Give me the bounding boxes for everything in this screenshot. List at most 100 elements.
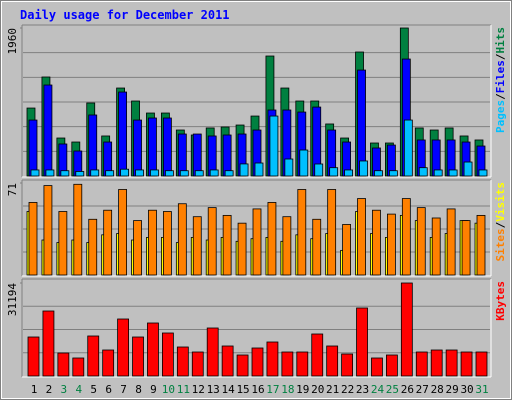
bar (326, 345, 339, 377)
bar (162, 211, 172, 276)
bar (194, 170, 204, 177)
bar (105, 170, 115, 177)
bar (418, 167, 428, 177)
x-tick-label: 26 (401, 383, 414, 396)
x-tick-label: 16 (251, 383, 264, 396)
bar (251, 347, 264, 377)
bar (461, 220, 471, 276)
bar (430, 349, 443, 377)
x-tick-label: 13 (207, 383, 220, 396)
legend: Sites/Visits (494, 182, 507, 262)
bar (42, 310, 55, 377)
bar (118, 189, 127, 276)
legend: KBytes (494, 281, 507, 321)
legend-entry: Hits (494, 27, 507, 54)
bar (431, 217, 441, 276)
bar (161, 332, 174, 377)
bar (27, 336, 40, 377)
bar (236, 354, 249, 377)
bar (133, 220, 142, 276)
bar (206, 327, 219, 377)
x-tick-label: 17 (266, 383, 279, 396)
x-tick-label: 12 (192, 383, 205, 396)
bar (478, 169, 488, 177)
legend-separator: / (494, 53, 507, 60)
bar (192, 133, 202, 177)
y-tick-label: 71 (6, 183, 19, 196)
bar (118, 91, 127, 177)
bar (359, 160, 368, 177)
legend-entry: Pages (494, 100, 507, 133)
bar (385, 354, 398, 377)
bar (135, 169, 144, 177)
legend-entry: Visits (494, 182, 507, 222)
bar (252, 208, 262, 276)
bar (341, 353, 354, 377)
bar (207, 207, 217, 276)
bar (150, 169, 159, 177)
x-tick-label: 24 (371, 383, 385, 396)
legend-entry: Files (494, 60, 507, 93)
bar (57, 352, 70, 377)
bar (176, 346, 189, 377)
bar (476, 214, 486, 276)
x-tick-label: 20 (311, 383, 324, 396)
x-tick-label: 5 (90, 383, 97, 396)
bar (344, 169, 354, 177)
legend: Pages/Files/Hits (494, 27, 507, 133)
x-tick-label: 23 (356, 383, 369, 396)
x-tick-label: 1 (31, 383, 38, 396)
bar (284, 158, 294, 177)
bar (371, 357, 383, 377)
x-tick-label: 21 (326, 383, 339, 396)
x-tick-label: 31 (475, 383, 488, 396)
bar (222, 214, 232, 276)
bar (386, 213, 396, 276)
bar (446, 208, 456, 276)
bar (266, 341, 279, 377)
bar (28, 119, 38, 177)
bar (357, 198, 366, 276)
bar (103, 209, 113, 276)
bar (58, 211, 68, 276)
x-tick-label: 10 (162, 383, 175, 396)
bar (221, 345, 234, 377)
bar (388, 170, 398, 177)
bar (312, 218, 322, 276)
bar (75, 171, 85, 177)
x-tick-label: 30 (460, 383, 473, 396)
bar (475, 351, 488, 377)
x-tick-label: 6 (105, 383, 112, 396)
bar (311, 333, 324, 377)
chart-title: Daily usage for December 2011 (20, 8, 230, 22)
x-tick-label: 2 (46, 383, 53, 396)
legend-entry: Sites (494, 228, 507, 261)
x-tick-label: 28 (431, 383, 444, 396)
bar (445, 349, 458, 377)
bar (90, 169, 100, 177)
x-tick-label: 25 (386, 383, 399, 396)
legend-entry: KBytes (494, 281, 507, 321)
bar (162, 117, 172, 177)
bar (147, 322, 159, 377)
bar (356, 307, 368, 377)
bar (357, 69, 366, 177)
bar (72, 357, 85, 377)
bar (281, 351, 294, 377)
bar (133, 119, 142, 177)
bar (73, 183, 83, 276)
bar (267, 202, 277, 276)
bar (372, 209, 381, 276)
bar (299, 149, 309, 177)
bar (401, 198, 411, 276)
x-tick-label: 4 (75, 383, 82, 396)
x-tick-label: 22 (341, 383, 354, 396)
bar (463, 161, 473, 177)
bar (43, 84, 53, 177)
bar (296, 351, 309, 377)
x-tick-label: 15 (236, 383, 249, 396)
bar (132, 336, 144, 377)
y-tick-label: 31194 (6, 283, 19, 316)
